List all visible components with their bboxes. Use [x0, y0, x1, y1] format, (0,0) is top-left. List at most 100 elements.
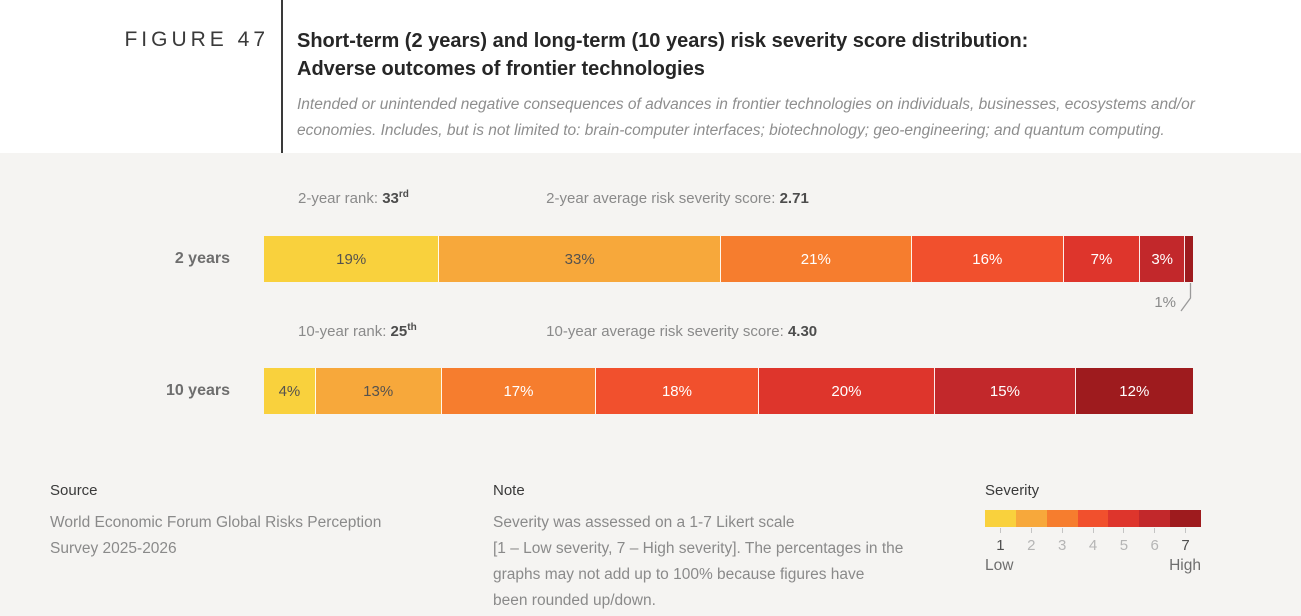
legend-range-labels: Low High [985, 557, 1201, 575]
two-year-rank-label: 2-year rank: [298, 190, 383, 207]
two-year-score-value: 2.71 [779, 190, 809, 207]
ten-year-row-label: 10 years [165, 382, 230, 399]
ten-year-rank-label: 10-year rank: [298, 323, 391, 340]
figure-title-line-1: Short-term (2 years) and long-term (10 y… [297, 30, 1029, 52]
severity-swatch-7 [1170, 510, 1202, 527]
bar-segment-label: 16% [972, 250, 1003, 268]
two-year-rank: 2-year rank: 33rd [298, 189, 542, 207]
legend-scale-numbers: 1 2 3 4 5 6 7 [985, 537, 1201, 554]
legend-number-2: 2 [1027, 537, 1036, 554]
legend-title: Severity [985, 482, 1040, 499]
two-year-rank-value: 33 [382, 190, 399, 207]
legend-number-1: 1 [996, 537, 1005, 554]
source-text-line-1: World Economic Forum Global Risks Percep… [50, 514, 382, 531]
note-text-line-4: been rounded up/down. [493, 592, 656, 609]
legend-high-label: High [1169, 557, 1201, 574]
legend-tick [985, 528, 1016, 534]
bar-segment-label: 3% [1151, 250, 1174, 268]
bar-segment-label: 15% [989, 382, 1020, 400]
figure-header: FIGURE 47 Short-term (2 years) and long-… [0, 0, 1301, 153]
bar-segment-label: 19% [336, 250, 367, 268]
callout-leader-line [1180, 283, 1192, 312]
two-year-bar-row: 2 years 19% 33% 21% 16% 7% 3% 1% [0, 236, 1194, 312]
ten-year-rank-value: 25 [390, 323, 408, 340]
chart-area: 2-year rank: 33rd 2-year average risk se… [0, 153, 1301, 616]
bar-segment: 18% [596, 368, 759, 414]
two-year-score: 2-year average risk severity score: 2.71 [546, 190, 809, 207]
legend-tick [1139, 528, 1170, 534]
severity-color-scale [985, 510, 1202, 527]
figure-subtitle-line-1: Intended or unintended negative conseque… [297, 96, 1195, 113]
legend-number-6: 6 [1150, 537, 1159, 554]
two-year-row-label: 2 years [174, 250, 230, 267]
bar-segment-label: 20% [831, 382, 862, 400]
severity-swatch-6 [1139, 510, 1171, 527]
legend-tick [1170, 528, 1201, 534]
ten-year-score: 10-year average risk severity score: 4.3… [546, 323, 817, 340]
ten-year-rank-ordinal: th [407, 322, 417, 333]
severity-swatch-3 [1046, 510, 1078, 527]
ten-year-score-value: 4.30 [787, 323, 818, 340]
figure-title-line-2: Adverse outcomes of frontier technologie… [297, 58, 705, 80]
figure-subtitle: Intended or unintended negative conseque… [297, 92, 1287, 144]
legend-number-3: 3 [1057, 537, 1067, 554]
bar-segment: 21% [721, 236, 912, 282]
note-text-line-3: graphs may not add up to 100% because fi… [493, 566, 865, 583]
severity-swatch-4 [1077, 510, 1109, 527]
note-heading: Note [493, 482, 525, 499]
ten-year-rank: 10-year rank: 25th [298, 322, 542, 340]
bar-segment: 12% [1075, 368, 1193, 414]
header-divider [281, 0, 283, 153]
legend-tick [1047, 528, 1078, 534]
ten-year-bar-row: 10 years 4% 13% 17% 18% 20% 15% 12% [0, 368, 1193, 414]
title-block: Short-term (2 years) and long-term (10 y… [297, 27, 1287, 144]
ten-year-stacked-bar: 4% 13% 17% 18% 20% 15% 12% [264, 368, 1193, 414]
bar-segment: 15% [935, 368, 1076, 414]
legend-number-5: 5 [1119, 537, 1129, 554]
bar-segment: 16% [911, 236, 1065, 282]
legend-number-7: 7 [1181, 537, 1190, 554]
two-year-stacked-bar: 19% 33% 21% 16% 7% 3% [264, 236, 1194, 282]
bar-segment: 19% [264, 236, 440, 282]
bar-segment-label: 33% [564, 250, 595, 268]
severity-swatch-2 [1015, 510, 1047, 527]
legend-tick [1078, 528, 1109, 534]
legend-tick [1016, 528, 1047, 534]
one-percent-callout-label: 1% [1154, 294, 1176, 311]
two-year-score-label: 2-year average risk severity score: [546, 190, 780, 207]
bar-segment-label: 12% [1119, 382, 1150, 400]
severity-swatch-1 [985, 510, 1016, 527]
severity-legend: Severity 1 2 3 [985, 482, 1205, 614]
ten-year-score-label: 10-year average risk severity score: [546, 323, 788, 340]
figure-number-label: FIGURE 47 [124, 28, 269, 51]
bar-segment-label: 4% [278, 382, 301, 400]
source-text-line-2: Survey 2025-2026 [50, 540, 177, 557]
one-percent-callout: 1% [1154, 283, 1193, 314]
bar-segment [1185, 236, 1194, 282]
bar-segment-label: 17% [503, 382, 534, 400]
source-block: Source World Economic Forum Global Risks… [50, 482, 493, 614]
legend-low-label: Low [985, 557, 1014, 574]
bar-segment-label: 7% [1090, 250, 1113, 268]
bar-segment-label: 18% [661, 382, 692, 400]
note-text-line-1: Severity was assessed on a 1-7 Likert sc… [493, 514, 795, 531]
legend-tick-marks [985, 528, 1201, 534]
bar-segment: 33% [439, 236, 722, 282]
bar-segment: 20% [758, 368, 936, 414]
bar-segment: 13% [315, 368, 442, 414]
two-year-stats-row: 2-year rank: 33rd 2-year average risk se… [298, 189, 1301, 208]
severity-swatch-5 [1108, 510, 1140, 527]
source-heading: Source [50, 482, 98, 499]
bar-segment-label: 21% [800, 250, 831, 268]
bar-segment: 17% [441, 368, 597, 414]
bar-segment: 4% [264, 368, 316, 414]
note-text-line-2: [1 – Low severity, 7 – High severity]. T… [493, 540, 904, 557]
bar-segment-label: 13% [363, 382, 394, 400]
two-year-rank-ordinal: rd [398, 189, 409, 200]
note-block: Note Severity was assessed on a 1-7 Like… [493, 482, 945, 614]
legend-number-4: 4 [1088, 537, 1098, 554]
figure-subtitle-line-2: economies. Includes, but is not limited … [297, 122, 1165, 139]
ten-year-stats-row: 10-year rank: 25th 10-year average risk … [298, 322, 1301, 341]
figure-footer: Source World Economic Forum Global Risks… [0, 482, 1301, 614]
legend-tick [1108, 528, 1139, 534]
